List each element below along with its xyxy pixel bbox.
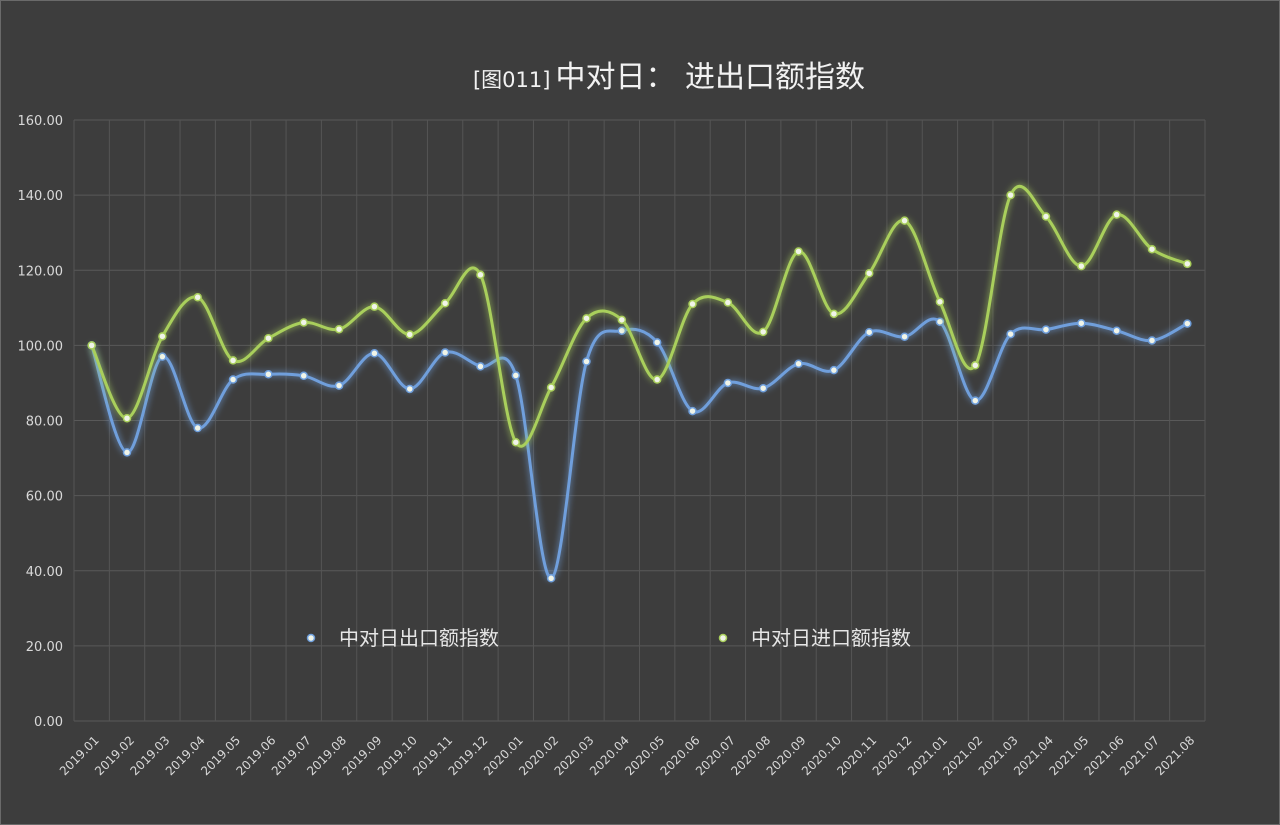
legend-marker bbox=[306, 633, 316, 643]
data-point bbox=[193, 293, 202, 302]
data-point bbox=[1183, 319, 1192, 328]
chart-title: [图011] 中对日： 进出口额指数 bbox=[473, 60, 865, 95]
data-point bbox=[158, 332, 167, 341]
data-point bbox=[264, 333, 273, 343]
data-point bbox=[440, 348, 450, 357]
legend-label: 中对日进口额指数 bbox=[751, 626, 911, 650]
chart-title-main: 中对日： 进出口额指数 bbox=[556, 60, 866, 95]
data-point bbox=[829, 365, 839, 375]
data-point bbox=[688, 406, 697, 416]
data-point bbox=[582, 357, 591, 366]
legend-item: 中对日出口额指数 bbox=[291, 626, 499, 650]
grid-lines bbox=[73, 119, 1206, 722]
y-axis: 0.00 20.00 40.00 60.00 80.00 100.00 120.00 140.… bbox=[18, 114, 64, 730]
chart-title-prefix: [图011] bbox=[473, 68, 550, 92]
data-point bbox=[864, 269, 874, 278]
data-point bbox=[582, 314, 591, 323]
data-point bbox=[652, 338, 662, 347]
y-tick-label: 20.00 bbox=[26, 640, 63, 655]
data-point bbox=[476, 362, 485, 371]
data-point bbox=[334, 324, 344, 334]
data-point bbox=[617, 326, 627, 335]
y-tick-label: 0.00 bbox=[34, 715, 63, 730]
data-point bbox=[158, 352, 167, 361]
series-line bbox=[90, 184, 1188, 448]
series-2 bbox=[87, 184, 1192, 448]
data-point bbox=[122, 448, 132, 457]
data-point bbox=[511, 371, 521, 380]
data-point bbox=[1112, 326, 1121, 335]
data-point bbox=[935, 317, 945, 326]
data-point bbox=[546, 383, 556, 392]
data-point bbox=[723, 378, 733, 388]
data-point bbox=[1077, 318, 1086, 328]
data-point bbox=[370, 302, 379, 311]
legend-label: 中对日出口额指数 bbox=[339, 626, 499, 650]
data-point bbox=[546, 574, 556, 583]
data-point bbox=[1077, 261, 1086, 271]
data-point bbox=[723, 298, 733, 307]
data-point bbox=[617, 315, 627, 325]
data-point bbox=[440, 299, 450, 308]
data-point bbox=[935, 297, 945, 307]
data-point bbox=[900, 216, 909, 225]
y-tick-label: 40.00 bbox=[26, 565, 63, 580]
data-point bbox=[228, 375, 238, 384]
legend: 中对日出口额指数 中对日进口额指数 bbox=[291, 626, 911, 650]
y-tick-label: 160.00 bbox=[18, 114, 64, 129]
data-point bbox=[405, 330, 415, 339]
data-point bbox=[794, 359, 803, 369]
data-point bbox=[405, 384, 415, 394]
data-point bbox=[228, 356, 238, 365]
data-point bbox=[1183, 259, 1192, 269]
data-point bbox=[87, 341, 96, 350]
x-tick-label: 2021.08 bbox=[1152, 733, 1197, 778]
data-point bbox=[1112, 210, 1121, 219]
x-axis: 2019.012019.022019.032019.042019.052019.… bbox=[57, 733, 1198, 778]
data-point bbox=[1147, 244, 1157, 254]
data-point bbox=[829, 309, 839, 319]
data-point bbox=[758, 327, 768, 337]
data-point bbox=[900, 332, 909, 341]
y-tick-label: 80.00 bbox=[26, 415, 63, 430]
data-point bbox=[971, 396, 980, 405]
data-point bbox=[370, 349, 379, 358]
data-point bbox=[1147, 336, 1157, 345]
data-point bbox=[688, 299, 697, 309]
data-point bbox=[864, 327, 874, 337]
data-point bbox=[758, 383, 768, 393]
data-point bbox=[1041, 325, 1051, 334]
series-layer bbox=[87, 184, 1192, 583]
y-tick-label: 120.00 bbox=[18, 264, 64, 279]
data-point bbox=[476, 270, 485, 280]
legend-marker bbox=[718, 633, 728, 643]
data-point bbox=[794, 247, 803, 256]
data-point bbox=[1006, 329, 1015, 339]
data-point bbox=[334, 381, 344, 390]
data-point bbox=[1041, 212, 1051, 221]
data-point bbox=[1006, 190, 1015, 200]
data-point bbox=[122, 413, 132, 423]
y-tick-label: 100.00 bbox=[18, 339, 64, 354]
data-point bbox=[299, 318, 308, 327]
data-point bbox=[652, 375, 662, 384]
data-point bbox=[511, 438, 521, 447]
data-point bbox=[299, 371, 308, 381]
y-tick-label: 140.00 bbox=[18, 189, 64, 204]
data-point bbox=[264, 370, 273, 379]
data-point bbox=[193, 423, 202, 433]
legend-item: 中对日进口额指数 bbox=[703, 626, 911, 650]
data-point bbox=[971, 361, 980, 370]
y-tick-label: 60.00 bbox=[26, 490, 63, 505]
